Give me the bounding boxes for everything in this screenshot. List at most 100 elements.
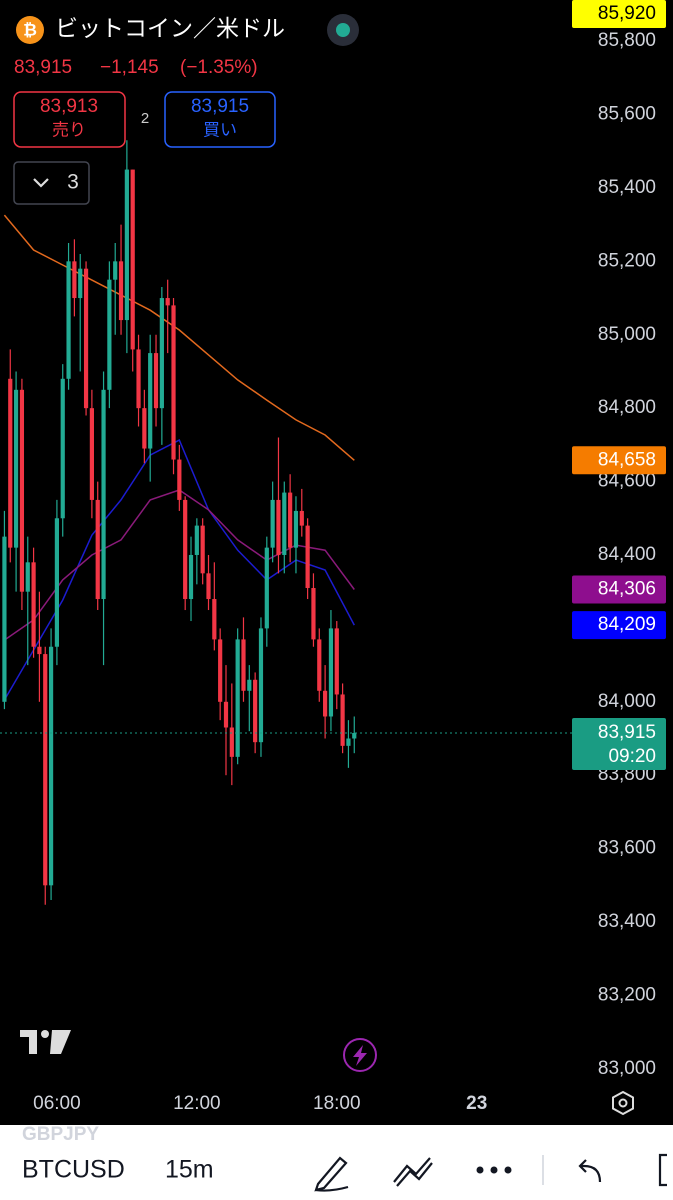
candle-body xyxy=(165,298,170,306)
candle-body xyxy=(183,499,188,600)
draw-tool[interactable] xyxy=(314,1156,349,1192)
candle-body xyxy=(159,298,164,409)
chevron-icon xyxy=(33,178,49,188)
price-tag-label: 85,920 xyxy=(598,3,656,24)
candle-body xyxy=(101,389,106,600)
price-tag-label: 84,209 xyxy=(598,614,656,635)
candle-body xyxy=(95,499,100,600)
interval-button[interactable]: 15m xyxy=(165,1156,214,1184)
candle-body xyxy=(229,727,234,757)
y-tick-label: 85,600 xyxy=(598,104,656,125)
candle-body xyxy=(60,378,65,519)
line-tools[interactable] xyxy=(393,1157,433,1187)
candle-body xyxy=(153,353,159,409)
price-change-pct: (−1.35%) xyxy=(180,57,258,78)
last-price: 83,915 xyxy=(14,57,72,78)
y-tick-label: 84,800 xyxy=(598,397,656,418)
y-tick-label: 85,800 xyxy=(598,30,656,51)
coin-symbol: ₿ xyxy=(23,20,37,39)
price-tag-label: 84,658 xyxy=(598,449,656,470)
price-tag xyxy=(572,446,666,475)
candle-body xyxy=(270,499,275,548)
x-tick-label: 12:00 xyxy=(173,1093,221,1114)
candle-body xyxy=(54,518,60,647)
candle-body xyxy=(212,599,217,640)
price-change: −1,145 xyxy=(100,57,159,78)
candle-body xyxy=(305,525,310,589)
candle-body xyxy=(241,639,246,691)
candle-body xyxy=(31,562,36,647)
sell-price: 83,913 xyxy=(40,96,98,117)
candle-body xyxy=(43,654,48,886)
candle-body xyxy=(194,525,199,555)
candle-body xyxy=(346,738,351,746)
candle-body xyxy=(223,701,229,728)
buy-price: 83,915 xyxy=(191,96,249,117)
candle-body xyxy=(118,261,124,321)
candle-body xyxy=(2,536,7,702)
settings-button[interactable] xyxy=(612,1090,634,1116)
candle-body xyxy=(83,268,89,409)
y-tick-label: 85,400 xyxy=(598,177,656,198)
x-tick-label: 18:00 xyxy=(313,1093,361,1114)
candle-body xyxy=(288,492,293,548)
y-tick-label: 85,000 xyxy=(598,324,656,345)
candle-body xyxy=(352,732,357,739)
symbol-button[interactable]: BTCUSD xyxy=(22,1156,125,1184)
candle-body xyxy=(323,690,328,717)
buy-button[interactable] xyxy=(164,91,276,148)
y-tick-label: 83,600 xyxy=(598,838,656,859)
indicators-toggle[interactable] xyxy=(13,161,90,205)
candle-body xyxy=(311,588,316,640)
y-tick-label: 83,200 xyxy=(598,984,656,1005)
candle-body xyxy=(19,389,25,592)
candle-body xyxy=(89,408,94,500)
price-tag xyxy=(572,611,666,640)
ghost-symbol: GBPJPY xyxy=(22,1124,99,1145)
more-button[interactable] xyxy=(476,1166,512,1174)
candle-body xyxy=(299,510,304,526)
ma-line xyxy=(3,214,355,461)
countdown: 09:20 xyxy=(608,746,656,767)
candle-body xyxy=(334,628,339,695)
candle-body xyxy=(72,261,77,299)
y-tick-label: 85,200 xyxy=(598,250,656,271)
status-dot xyxy=(336,23,350,37)
flash-icon xyxy=(353,1045,367,1066)
candle-body xyxy=(206,573,211,600)
candle-body xyxy=(171,305,176,460)
candle-body xyxy=(218,639,223,702)
sell-button[interactable] xyxy=(13,91,126,148)
candle-body xyxy=(282,492,287,555)
x-tick-label: 23 xyxy=(466,1093,487,1114)
flash-button[interactable] xyxy=(343,1038,377,1072)
symbol-title[interactable]: ビットコイン／米ドル xyxy=(55,15,285,41)
candle-body xyxy=(66,261,71,379)
price-tags: 85,920 84,658 84,306 84,209 83,915 09:20 xyxy=(0,0,666,770)
price-tag xyxy=(572,0,666,28)
candle-body xyxy=(258,628,264,743)
candle-body xyxy=(136,349,141,409)
candle-body xyxy=(188,554,194,600)
undo-button[interactable] xyxy=(578,1159,602,1183)
price-tag xyxy=(572,717,666,770)
candle-body xyxy=(247,679,252,691)
candle-body xyxy=(25,562,30,592)
candle-body xyxy=(48,646,54,886)
candle-body xyxy=(177,459,182,500)
candle-body xyxy=(148,353,153,449)
fullscreen-button[interactable] xyxy=(658,1153,667,1187)
indicators-count: 3 xyxy=(67,171,79,194)
y-tick-label: 84,400 xyxy=(598,544,656,565)
x-tick-label: 06:00 xyxy=(33,1093,81,1114)
candle-body xyxy=(317,639,322,691)
candle-body xyxy=(328,628,334,717)
y-tick-label: 83,000 xyxy=(598,1058,656,1079)
spread: 2 xyxy=(141,110,149,127)
candle-body xyxy=(8,378,13,548)
sell-label: 売り xyxy=(52,120,86,139)
candle-body xyxy=(235,639,240,757)
candle-body xyxy=(340,694,345,746)
y-tick-label: 83,400 xyxy=(598,911,656,932)
